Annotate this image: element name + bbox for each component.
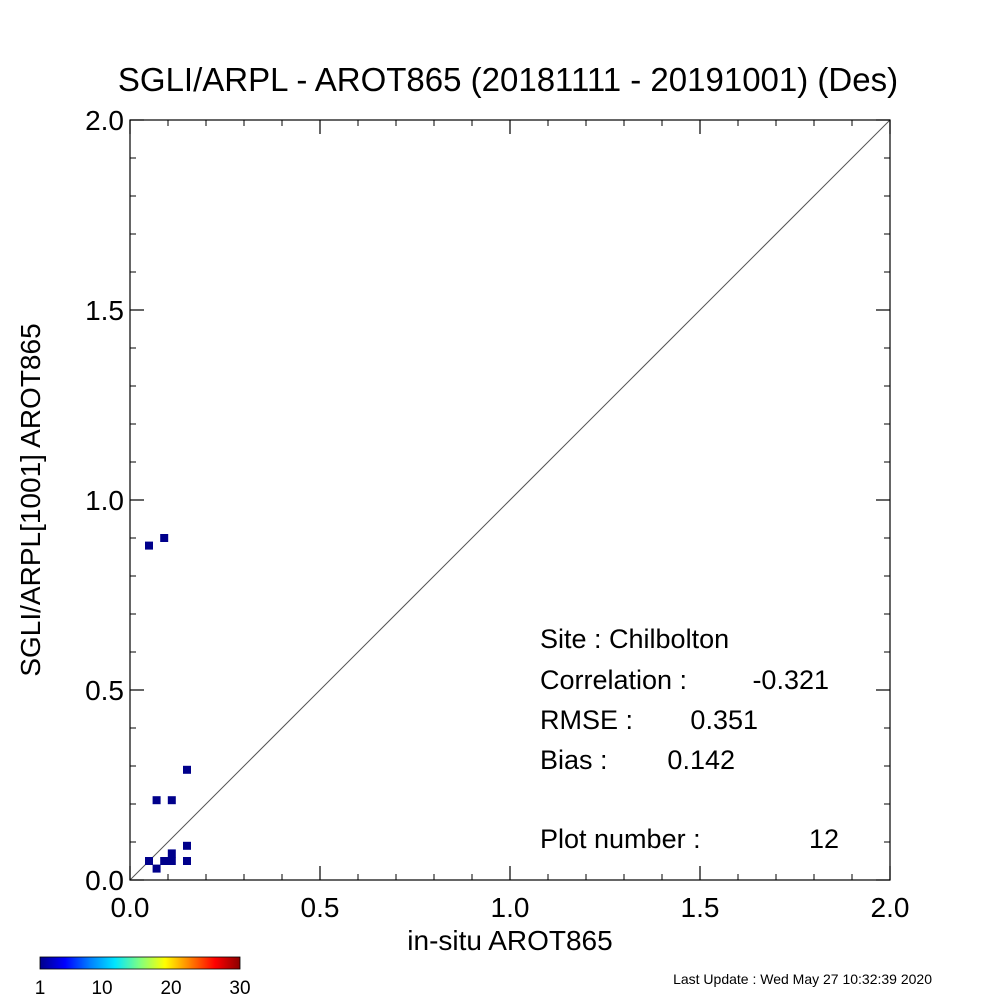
stat-plot-number-value: 12 xyxy=(809,824,839,854)
data-point xyxy=(167,857,176,865)
y-tick-label: 0.0 xyxy=(85,865,124,896)
data-point xyxy=(167,849,176,858)
data-point xyxy=(160,857,169,865)
x-tick-label: 1.0 xyxy=(491,892,530,923)
colorbar: 1 10 20 30 xyxy=(35,956,251,999)
y-tick-label: 2.0 xyxy=(85,105,124,136)
data-point xyxy=(183,841,191,850)
data-point xyxy=(183,857,191,865)
x-tick-label: 1.5 xyxy=(681,892,720,923)
data-point xyxy=(160,534,169,542)
stat-correlation-value: -0.321 xyxy=(752,665,829,695)
x-tick-label: 0.5 xyxy=(301,892,340,923)
stat-bias-label: Bias : xyxy=(540,745,608,775)
x-tick-label: 2.0 xyxy=(871,892,910,923)
y-axis-label: SGLI/ARPL[1001] AROT865 xyxy=(15,323,46,676)
stat-plot-number-label: Plot number : xyxy=(540,824,701,854)
stats-box: Site : Chilbolton Correlation : -0.321 R… xyxy=(540,624,839,854)
x-tick-label: 0.0 xyxy=(111,892,150,923)
x-axis-ticks: 0.0 0.5 1.0 1.5 2.0 xyxy=(111,120,910,923)
x-axis-label: in-situ AROT865 xyxy=(407,925,612,956)
stat-site: Site : Chilbolton xyxy=(540,624,729,654)
colorbar-tick-label: 1 xyxy=(35,978,46,999)
data-points xyxy=(145,534,191,873)
stat-rmse-label: RMSE : xyxy=(540,705,633,735)
stat-correlation-label: Correlation : xyxy=(540,665,687,695)
last-update-text: Last Update : Wed May 27 10:32:39 2020 xyxy=(673,971,932,987)
chart-title: SGLI/ARPL - AROT865 (20181111 - 20191001… xyxy=(118,61,898,98)
data-point xyxy=(152,864,161,873)
one-to-one-line xyxy=(129,119,891,881)
colorbar-gradient xyxy=(39,956,241,970)
y-axis-ticks: 0.0 0.5 1.0 1.5 2.0 xyxy=(85,105,890,896)
y-tick-label: 0.5 xyxy=(85,675,124,706)
data-point xyxy=(145,857,153,865)
y-tick-label: 1.5 xyxy=(85,295,124,326)
colorbar-tick-label: 20 xyxy=(160,978,181,999)
colorbar-tick-label: 10 xyxy=(91,978,112,999)
colorbar-tick-label: 30 xyxy=(229,978,250,999)
minor-ticks xyxy=(130,120,890,880)
data-point xyxy=(152,796,161,805)
y-tick-label: 1.0 xyxy=(85,485,124,516)
data-point xyxy=(167,796,176,805)
data-point xyxy=(145,541,153,550)
stat-rmse-value: 0.351 xyxy=(690,705,758,735)
data-point xyxy=(183,765,191,774)
stat-bias-value: 0.142 xyxy=(667,745,735,775)
